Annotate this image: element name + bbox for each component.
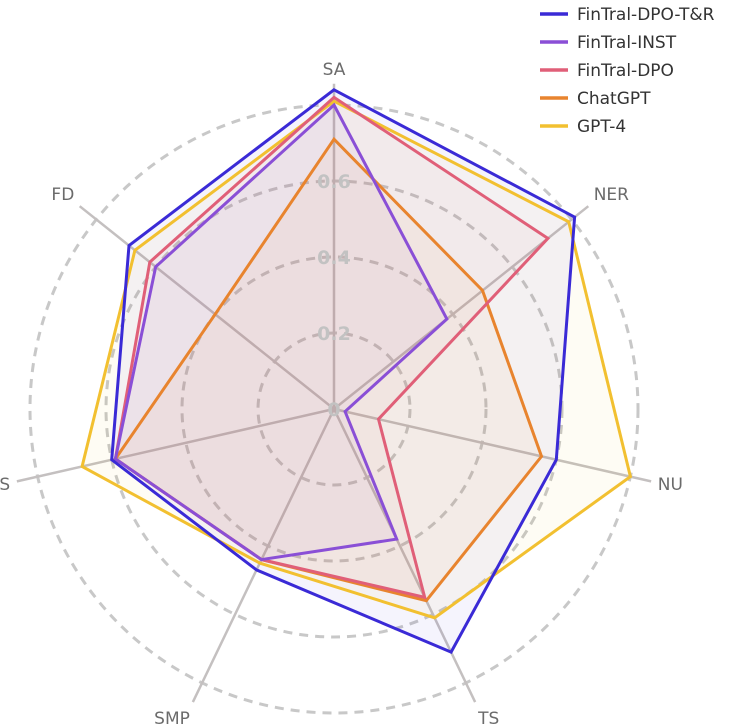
tick-layer: 0 0.2 0.4 0.6 [317,171,351,421]
series-line-fintral-inst [113,102,449,562]
axis-label-smp: SMP [154,709,190,727]
tick-label: 0.2 [317,323,351,345]
series-line-fintral-dpo [113,95,551,600]
axis-spoke-nu [333,407,652,483]
legend-label-chatgpt: ChatGPT [577,89,651,109]
axis-label-cs: CS [0,475,10,495]
series-layer [80,88,633,655]
series-line-fintral-dpo-t-r [110,88,577,655]
axis-spoke-smp [191,408,336,703]
axis-label-fd: FD [51,185,74,205]
series-fill-fintral-dpo [115,97,548,598]
legend-label-fintral-dpo: FinTral-DPO [577,61,674,81]
axis-spoke-fd [78,205,335,410]
series-fill-chatgpt [115,139,542,601]
legend-label-gpt-4: GPT-4 [577,117,626,137]
series-fill-fintral-dpo-t-r [111,89,575,653]
legend: FinTral-DPO-T&R FinTral-INST FinTral-DPO Ch… [540,5,715,137]
legend-label-fintral-inst: FinTral-INST [577,33,677,53]
series-fill-gpt-4 [82,101,631,618]
grid-layer [16,83,652,715]
tick-label: 0.6 [317,171,351,193]
axis-label-ts: TS [477,709,499,727]
grid-circle [180,255,488,563]
axis-spoke-cs [16,407,335,483]
series-fill-fintral-inst [115,105,447,560]
tick-label: 0 [327,399,340,421]
axis-label-sa: SA [323,60,346,80]
axis-label-nu: NU [658,475,683,495]
tick-label: 0.4 [317,247,351,269]
axis-label-ner: NER [594,185,629,205]
axis-label-layer: SA NER NU TS SMP CS FD [0,60,683,727]
legend-label-fintral-dpo-t-r: FinTral-DPO-T&R [577,5,715,25]
